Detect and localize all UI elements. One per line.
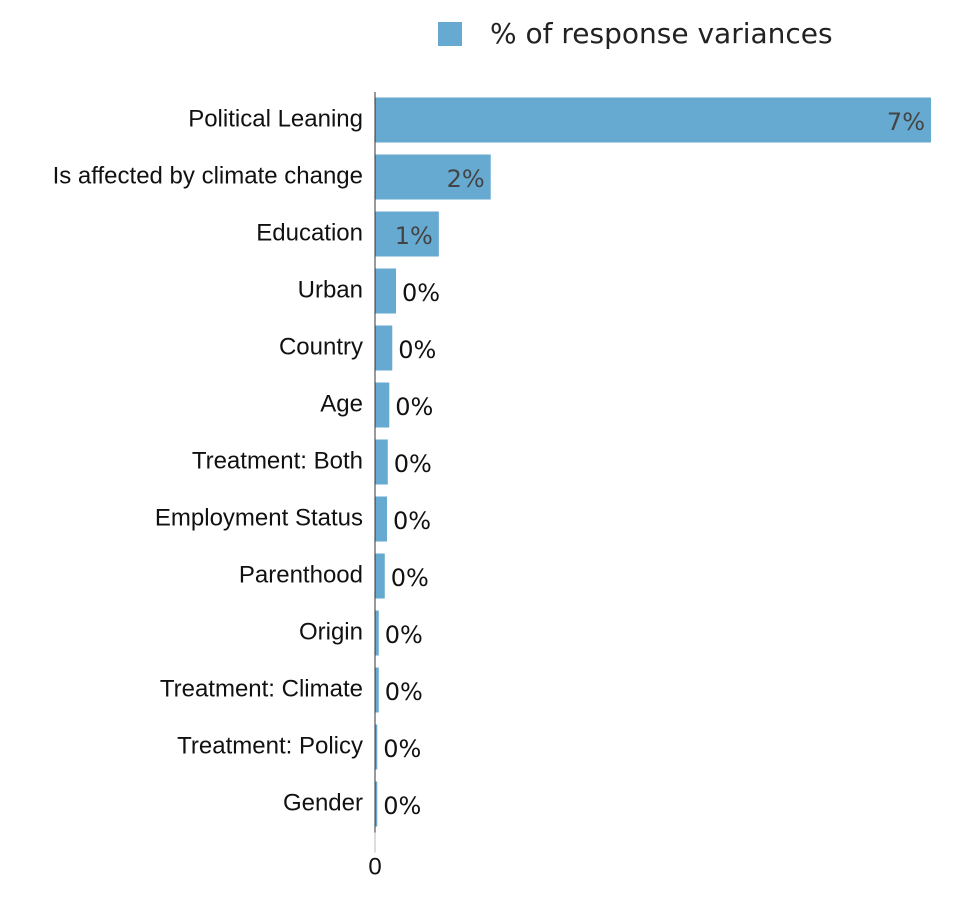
value-label: 0% <box>393 507 431 535</box>
value-label: 0% <box>395 393 433 421</box>
bar <box>375 268 397 314</box>
value-label: 2% <box>447 165 485 193</box>
y-tick-label: Treatment: Climate <box>160 675 363 702</box>
bar <box>375 781 378 827</box>
value-label: 0% <box>385 678 423 706</box>
y-tick-label: Is affected by climate change <box>53 162 363 189</box>
y-tick-label: Political Leaning <box>188 105 363 132</box>
bar <box>375 553 385 599</box>
y-tick-label: Education <box>256 219 363 246</box>
y-tick-label: Country <box>279 333 363 360</box>
y-tick-label: Treatment: Both <box>192 447 363 474</box>
y-tick-label: Gender <box>283 789 363 816</box>
value-label: 0% <box>383 735 421 763</box>
legend-label: % of response variances <box>490 17 833 50</box>
bar <box>375 724 378 770</box>
value-label: 0% <box>402 279 440 307</box>
bar <box>375 325 393 371</box>
bar <box>375 154 491 200</box>
value-label: 0% <box>394 450 432 478</box>
bar <box>375 496 388 542</box>
y-tick-label: Urban <box>298 276 363 303</box>
value-label: 7% <box>887 108 925 136</box>
bar <box>375 382 390 428</box>
y-tick-label: Treatment: Policy <box>177 732 363 759</box>
bar <box>375 439 388 485</box>
x-tick-label: 0 <box>368 853 381 880</box>
legend-swatch <box>438 22 462 46</box>
value-label: 0% <box>391 564 429 592</box>
y-tick-label: Origin <box>299 618 363 645</box>
value-label: 0% <box>385 621 423 649</box>
y-tick-label: Employment Status <box>155 504 363 531</box>
bar <box>375 667 379 713</box>
value-label: 0% <box>398 336 436 364</box>
bar <box>375 610 379 656</box>
value-label: 0% <box>383 792 421 820</box>
bar <box>375 211 439 257</box>
y-tick-label: Parenthood <box>239 561 363 588</box>
y-tick-label: Age <box>320 390 363 417</box>
bar <box>375 97 931 143</box>
value-label: 1% <box>395 222 433 250</box>
